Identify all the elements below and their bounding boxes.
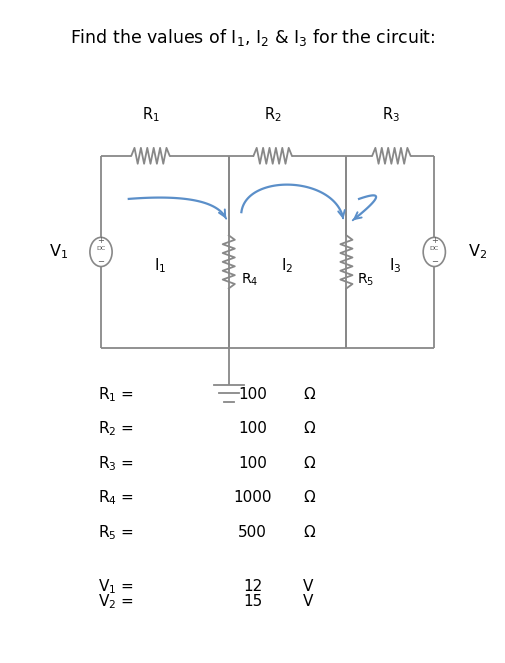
Text: Ω: Ω (303, 387, 315, 402)
Text: 100: 100 (238, 422, 267, 436)
Text: Ω: Ω (303, 422, 315, 436)
Text: V: V (303, 594, 314, 609)
Text: R$_4$ =: R$_4$ = (98, 489, 134, 507)
Text: 500: 500 (238, 525, 267, 540)
Text: I$_1$: I$_1$ (154, 256, 166, 274)
Text: 15: 15 (243, 594, 262, 609)
Text: R$_1$ =: R$_1$ = (98, 385, 134, 404)
Text: Ω: Ω (303, 491, 315, 505)
Text: 100: 100 (238, 456, 267, 471)
Text: +: + (97, 236, 105, 245)
Text: R$_3$ =: R$_3$ = (98, 454, 134, 473)
Text: 1000: 1000 (233, 491, 272, 505)
Text: Ω: Ω (303, 525, 315, 540)
Text: R$_2$ =: R$_2$ = (98, 420, 134, 438)
Text: I$_3$: I$_3$ (389, 256, 401, 274)
Text: V$_2$: V$_2$ (468, 243, 487, 261)
Text: V$_2$ =: V$_2$ = (98, 592, 134, 611)
Text: 12: 12 (243, 579, 262, 594)
Text: Ω: Ω (303, 456, 315, 471)
Circle shape (90, 237, 112, 267)
Text: +: + (431, 236, 438, 245)
Circle shape (423, 237, 445, 267)
Text: DC: DC (96, 246, 106, 251)
Text: V: V (303, 579, 314, 594)
Text: 100: 100 (238, 387, 267, 402)
Text: I$_2$: I$_2$ (281, 256, 294, 274)
Text: −: − (97, 257, 105, 267)
Text: R$_4$: R$_4$ (241, 272, 259, 288)
Text: DC: DC (430, 246, 439, 251)
Text: V$_1$: V$_1$ (48, 243, 68, 261)
Text: R$_5$: R$_5$ (357, 272, 374, 288)
Text: R$_5$ =: R$_5$ = (98, 523, 134, 542)
Text: R$_2$: R$_2$ (264, 105, 282, 124)
Text: −: − (431, 257, 438, 267)
Text: R$_1$: R$_1$ (141, 105, 160, 124)
Text: V$_1$ =: V$_1$ = (98, 577, 134, 596)
Text: Find the values of I$_1$, I$_2$ & I$_3$ for the circuit:: Find the values of I$_1$, I$_2$ & I$_3$ … (70, 27, 435, 48)
Text: R$_3$: R$_3$ (382, 105, 400, 124)
